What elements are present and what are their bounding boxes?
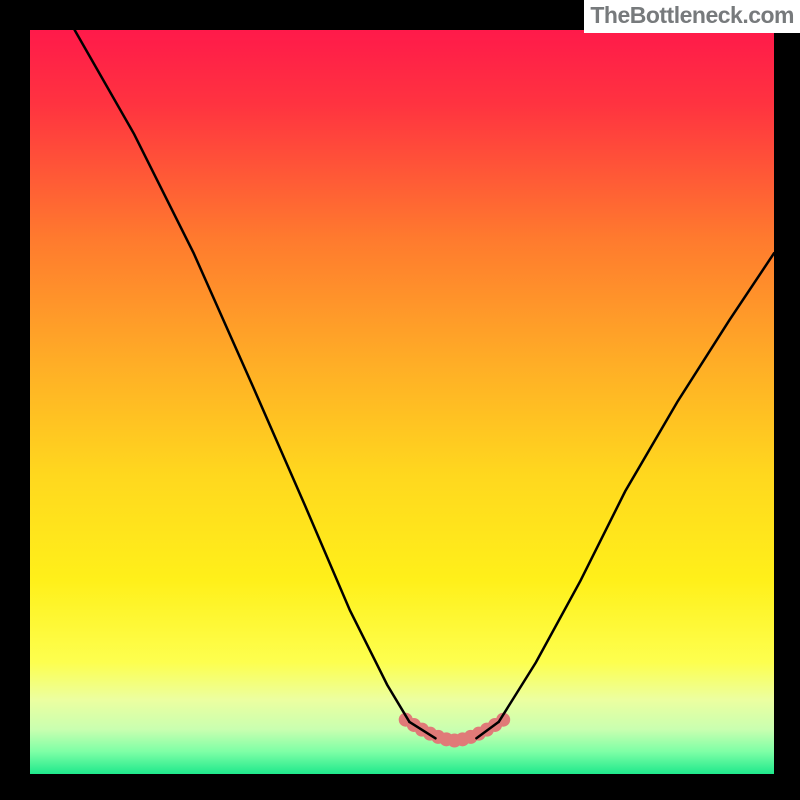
chart-frame: TheBottleneck.com: [0, 0, 800, 800]
frame-border-bottom: [0, 774, 800, 800]
frame-border-left: [0, 0, 30, 800]
watermark-label: TheBottleneck.com: [584, 0, 800, 33]
bottleneck-plot: [0, 0, 800, 800]
frame-border-right: [774, 0, 800, 800]
heatmap-background: [30, 30, 774, 774]
